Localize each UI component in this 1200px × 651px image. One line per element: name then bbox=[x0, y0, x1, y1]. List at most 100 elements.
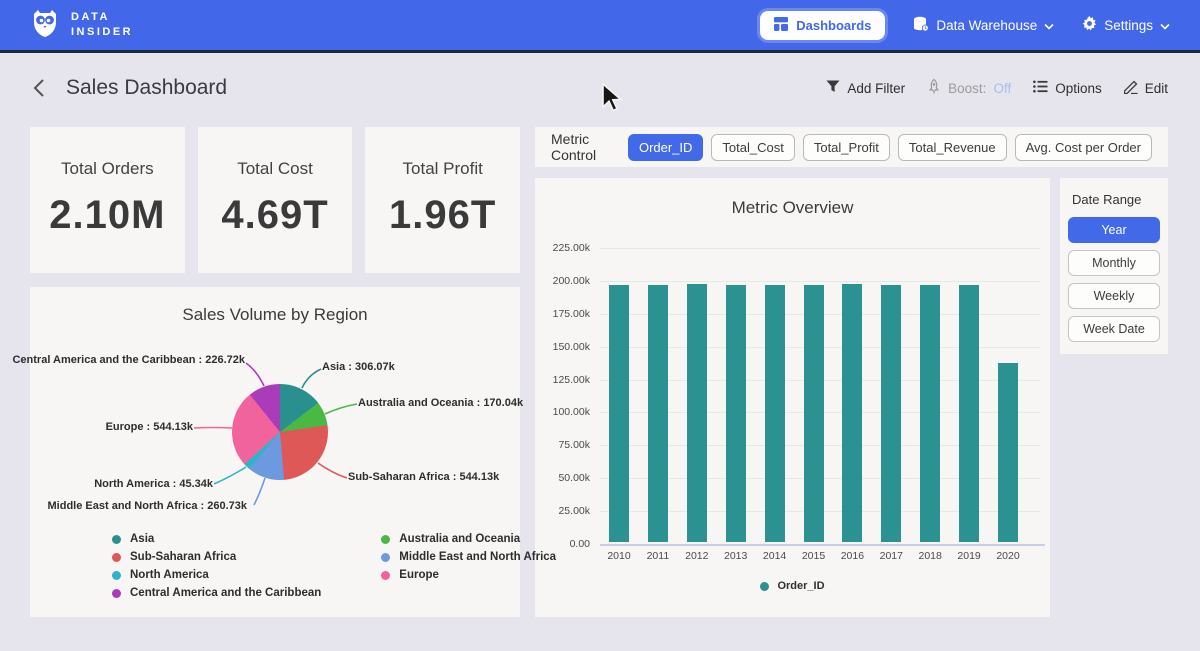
sales-volume-card: Sales Volume by Region Asia : 306.07k Au… bbox=[30, 287, 520, 617]
kpi-label: Total Orders bbox=[61, 159, 154, 179]
top-navbar: DATA INSIDER Dashboards bbox=[0, 0, 1200, 53]
legend-dot bbox=[381, 553, 390, 562]
kpi-label: Total Profit bbox=[403, 159, 483, 179]
gridline bbox=[600, 544, 1045, 546]
legend-label: Sub-Saharan Africa bbox=[130, 551, 236, 563]
boost-toggle[interactable]: Boost: Off bbox=[927, 79, 1011, 97]
legend-label: Order_ID bbox=[777, 580, 824, 592]
bar-chart-legend[interactable]: Order_ID bbox=[535, 580, 1050, 592]
pie-label-europe: Europe : 544.13k bbox=[106, 421, 193, 433]
y-axis-tick: 225.00k bbox=[530, 242, 590, 254]
legend-label: Asia bbox=[130, 533, 154, 545]
legend-dot bbox=[112, 553, 121, 562]
chart-title: Metric Overview bbox=[535, 198, 1050, 218]
bar-2011[interactable] bbox=[648, 285, 668, 542]
metric-button-order-id[interactable]: Order_ID bbox=[628, 134, 703, 161]
legend-label: Central America and the Caribbean bbox=[130, 587, 321, 599]
legend-dot bbox=[381, 571, 390, 580]
metric-control-label: Metric Control bbox=[551, 131, 614, 163]
legend-dot bbox=[381, 535, 390, 544]
kpi-label: Total Cost bbox=[237, 159, 313, 179]
date-range-button-weekly[interactable]: Weekly bbox=[1068, 283, 1160, 309]
date-range-label: Date Range bbox=[1072, 192, 1160, 207]
x-axis-tick: 2020 bbox=[988, 550, 1028, 562]
legend-dot bbox=[112, 589, 121, 598]
x-axis-tick: 2013 bbox=[716, 550, 756, 562]
data-warehouse-menu[interactable]: Data Warehouse bbox=[913, 16, 1054, 35]
date-range-button-year[interactable]: Year bbox=[1068, 217, 1160, 243]
x-axis-tick: 2012 bbox=[677, 550, 717, 562]
y-axis-tick: 175.00k bbox=[530, 308, 590, 320]
dashboards-button[interactable]: Dashboards bbox=[760, 11, 885, 40]
pie-legend-item[interactable]: Australia and Oceania bbox=[381, 533, 556, 545]
legend-dot bbox=[760, 582, 769, 591]
legend-label: Australia and Oceania bbox=[399, 533, 520, 545]
brand-text: DATA INSIDER bbox=[71, 10, 133, 40]
add-filter-button[interactable]: Add Filter bbox=[826, 80, 905, 96]
pie-chart[interactable] bbox=[232, 384, 328, 480]
pie-label-north-america: North America : 45.34k bbox=[94, 478, 213, 490]
legend-label: Europe bbox=[399, 569, 439, 581]
gridline bbox=[600, 281, 1040, 282]
y-axis-tick: 200.00k bbox=[530, 275, 590, 287]
pie-label-central-america: Central America and the Caribbean : 226.… bbox=[12, 354, 245, 366]
bar-2014[interactable] bbox=[765, 285, 785, 542]
pie-legend-item[interactable]: North America bbox=[112, 569, 321, 581]
kpi-row: Total Orders 2.10MTotal Cost 4.69TTotal … bbox=[30, 127, 520, 273]
pie-legend-item[interactable]: Asia bbox=[112, 533, 321, 545]
pie-legend-item[interactable]: Central America and the Caribbean bbox=[112, 587, 321, 599]
bar-2013[interactable] bbox=[726, 285, 746, 542]
x-axis-tick: 2010 bbox=[599, 550, 639, 562]
page-title: Sales Dashboard bbox=[66, 76, 227, 100]
x-axis-tick: 2011 bbox=[638, 550, 678, 562]
legend-label: Middle East and North Africa bbox=[399, 551, 556, 563]
x-axis-tick: 2014 bbox=[755, 550, 795, 562]
metric-button-total-revenue[interactable]: Total_Revenue bbox=[898, 134, 1007, 161]
bar-2017[interactable] bbox=[881, 285, 901, 542]
pie-label-asia: Asia : 306.07k bbox=[322, 361, 395, 373]
pie-label-mena: Middle East and North Africa : 260.73k bbox=[48, 500, 247, 512]
date-range-button-monthly[interactable]: Monthly bbox=[1068, 250, 1160, 276]
bar-2020[interactable] bbox=[998, 363, 1018, 542]
boost-status: Off bbox=[993, 81, 1011, 96]
kpi-card: Total Orders 2.10M bbox=[30, 127, 185, 273]
kpi-card: Total Profit 1.96T bbox=[365, 127, 520, 273]
x-axis-tick: 2019 bbox=[949, 550, 989, 562]
bar-2019[interactable] bbox=[959, 285, 979, 542]
y-axis-tick: 50.00k bbox=[530, 472, 590, 484]
legend-dot bbox=[112, 535, 121, 544]
x-axis-tick: 2018 bbox=[910, 550, 950, 562]
metric-button-avg-cost-per-order[interactable]: Avg. Cost per Order bbox=[1015, 134, 1152, 161]
gridline bbox=[600, 248, 1040, 249]
edit-button[interactable]: Edit bbox=[1124, 80, 1168, 97]
owl-logo-icon bbox=[30, 8, 60, 43]
metric-button-total-profit[interactable]: Total_Profit bbox=[803, 134, 890, 161]
bar-2016[interactable] bbox=[842, 284, 862, 542]
y-axis-tick: 25.00k bbox=[530, 505, 590, 517]
bar-2015[interactable] bbox=[804, 285, 824, 542]
date-range-button-week-date[interactable]: Week Date bbox=[1068, 316, 1160, 342]
bar-2010[interactable] bbox=[609, 285, 629, 542]
bar-2012[interactable] bbox=[687, 284, 707, 543]
metric-button-total-cost[interactable]: Total_Cost bbox=[711, 134, 794, 161]
settings-menu[interactable]: Settings bbox=[1082, 16, 1170, 34]
pie-legend-item[interactable]: Sub-Saharan Africa bbox=[112, 551, 321, 563]
chevron-down-icon bbox=[1044, 18, 1054, 33]
pie-label-subsaharan: Sub-Saharan Africa : 544.13k bbox=[348, 471, 499, 483]
pie-legend: Asia Sub-Saharan Africa North America Ce… bbox=[112, 533, 556, 605]
pencil-icon bbox=[1124, 80, 1138, 97]
bar-2018[interactable] bbox=[920, 285, 940, 542]
pie-legend-item[interactable]: Middle East and North Africa bbox=[381, 551, 556, 563]
dashboard-grid-icon bbox=[774, 17, 788, 34]
x-axis-tick: 2017 bbox=[871, 550, 911, 562]
metric-control-bar: Metric Control Order_ID Total_Cost Total_P… bbox=[535, 127, 1168, 167]
options-button[interactable]: Options bbox=[1033, 80, 1102, 96]
y-axis-tick: 100.00k bbox=[530, 406, 590, 418]
back-button[interactable] bbox=[32, 77, 54, 99]
y-axis-tick: 125.00k bbox=[530, 374, 590, 386]
brand: DATA INSIDER bbox=[30, 8, 133, 43]
pie-legend-item[interactable]: Europe bbox=[381, 569, 556, 581]
y-axis-tick: 150.00k bbox=[530, 341, 590, 353]
kpi-value: 1.96T bbox=[389, 193, 496, 238]
y-axis-tick: 75.00k bbox=[530, 439, 590, 451]
